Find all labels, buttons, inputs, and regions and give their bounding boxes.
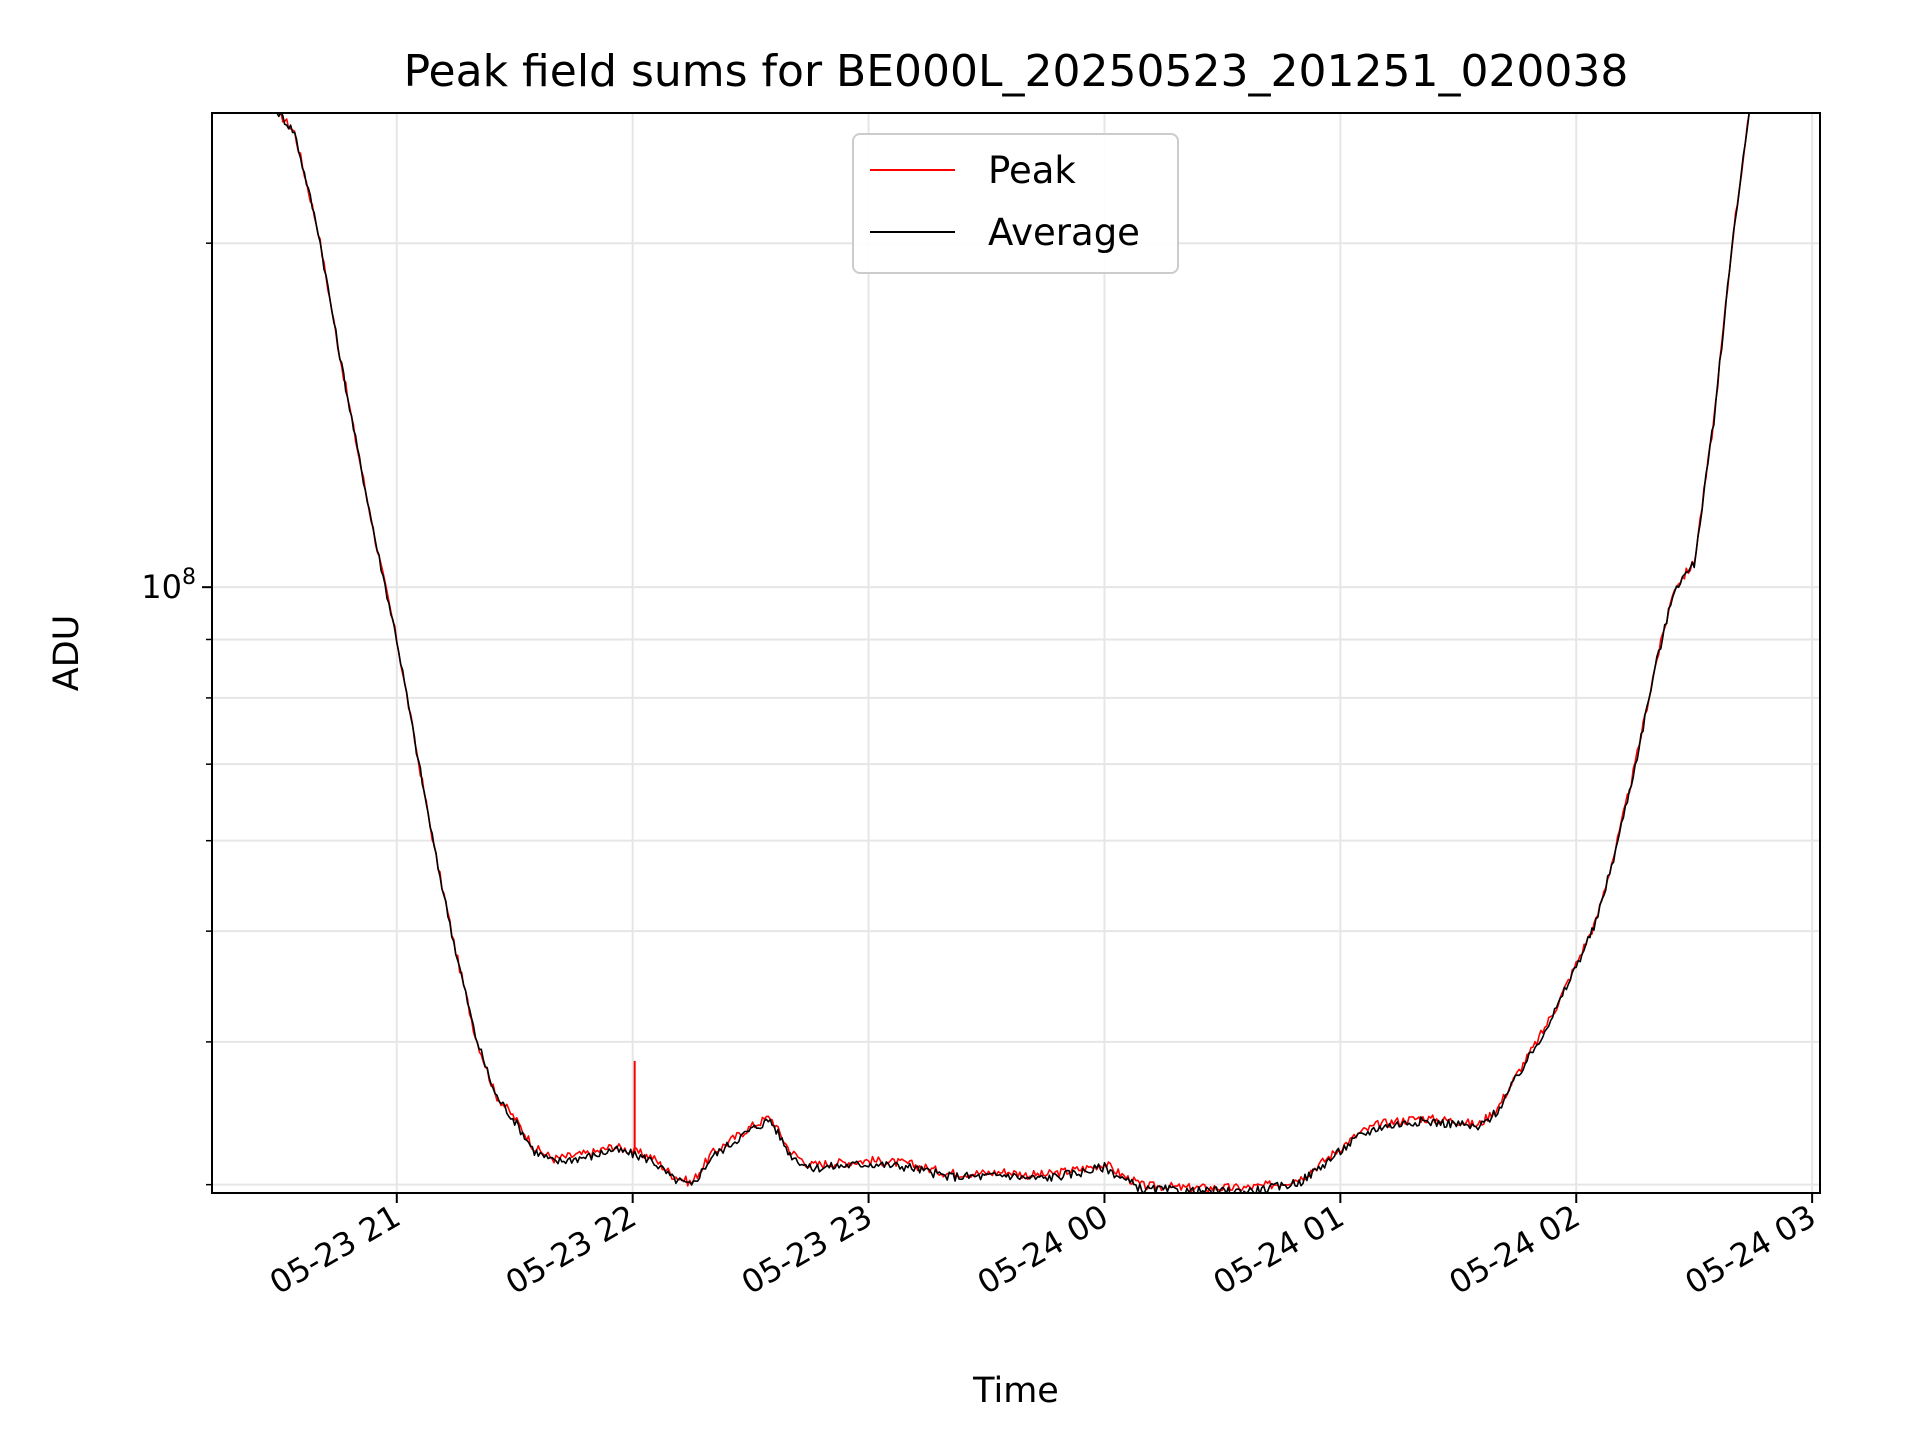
legend-box: [852, 133, 1179, 274]
legend-label-average: Average: [988, 211, 1140, 254]
plot-frame: [211, 112, 1821, 1194]
y-axis-label: ADU: [47, 615, 87, 692]
legend-label-peak: Peak: [988, 149, 1076, 192]
chart-title: Peak field sums for BE000L_20250523_2012…: [404, 46, 1629, 97]
y-axis: 108: [141, 565, 212, 606]
series-line-average: [212, 113, 1820, 1193]
series-line-peak: [212, 113, 1820, 1193]
x-axis-label: Time: [972, 1371, 1059, 1411]
legend: Peak Average: [852, 133, 1179, 274]
series-layer: [212, 113, 1820, 1193]
y-tick-label: 108: [141, 565, 196, 606]
